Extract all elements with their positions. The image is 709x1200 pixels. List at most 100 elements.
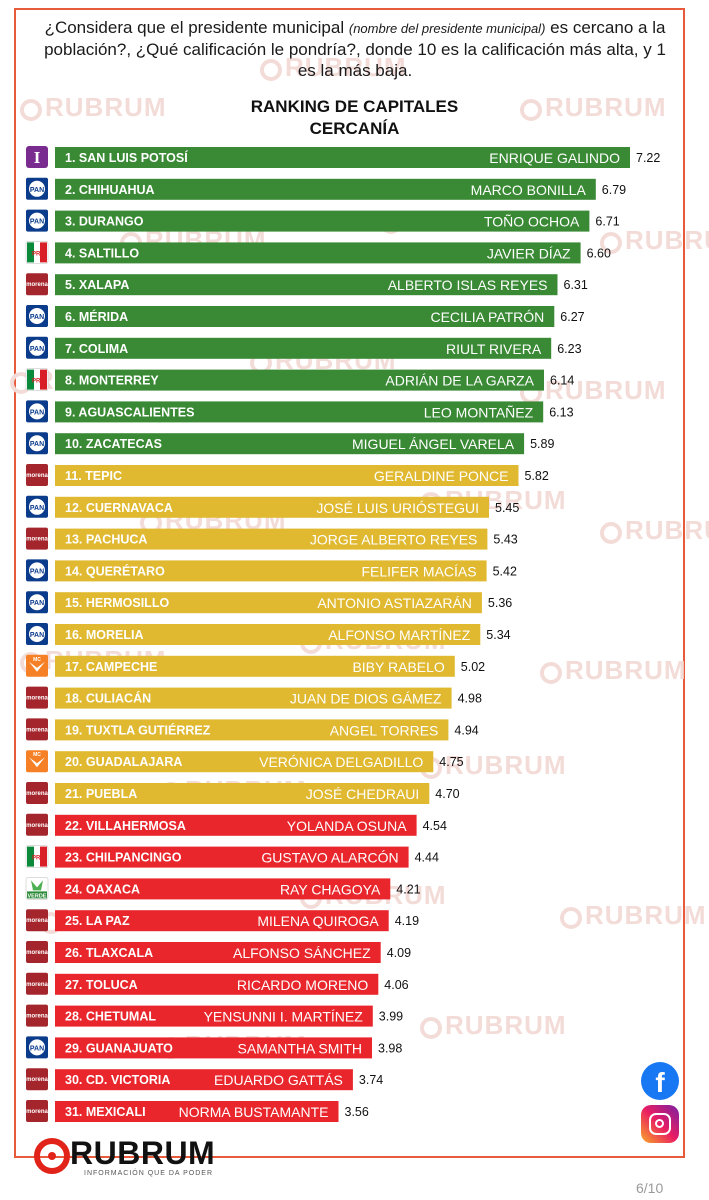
badge-eagle [29,661,45,672]
bar-value-label: 3.98 [378,1041,402,1055]
bar [55,1069,353,1091]
instagram-icon[interactable] [641,1105,679,1143]
badge-label: PRI [32,856,42,862]
bar [55,401,544,423]
watermark-ring [20,99,42,121]
party-badge-pan: PAN [26,336,48,359]
party-badge-morena: morena [26,1004,48,1027]
bar [55,242,581,264]
bar-rank-label: 30. CD. VICTORIA [65,1073,170,1087]
chart-row: PAN 16. MORELIA ALFONSO MARTÍNEZ 5.34 [26,623,511,645]
party-badge-pan: PAN [26,209,48,232]
badge-label: MC [33,657,41,663]
facebook-icon[interactable]: f [641,1062,679,1100]
bar-rank-label: 29. GUANAJUATO [65,1041,173,1055]
party-badge-pan: PAN [26,432,48,455]
bar [55,433,525,455]
party-badge-morena: morena [26,813,48,836]
bar [55,942,381,963]
bar-mayor-label: ADRIÁN DE LA GARZA [385,373,534,389]
bar-mayor-label: CECILIA PATRÓN [430,309,544,325]
chart-row: PAN 14. QUERÉTARO FELIFER MACÍAS 5.42 [26,559,517,582]
rubrum-logo-word: RUBRUM [70,1135,216,1171]
bar-mayor-label: GUSTAVO ALARCÓN [261,850,398,866]
bar-mayor-label: ANGEL TORRES [330,722,439,738]
question-part-3: es cercano a la población?, ¿Qué calific… [44,18,666,80]
bar-rank-label: 24. OAXACA [65,882,140,896]
badge-label: morena [26,982,48,988]
badge-label: PAN [30,441,44,448]
party-badge-pan: PAN [26,1036,48,1059]
bar-value-label: 5.02 [461,660,485,674]
badge-bg [26,1068,48,1091]
bar-value-label: 4.75 [439,755,463,769]
chart-row: VERDE 24. OAXACA RAY CHAGOYA 4.21 [25,877,421,900]
bar-mayor-label: JORGE ALBERTO REYES [310,532,478,548]
party-badge-morena: morena [26,941,48,963]
chart-row: I 1. SAN LUIS POTOSÍ ENRIQUE GALINDO 7.22 [26,146,660,168]
bar-value-label: 4.19 [395,914,419,928]
bar-rank-label: 15. HERMOSILLO [65,596,169,610]
bar-value-label: 4.44 [415,851,439,865]
chart-row: morena 21. PUEBLA JOSÉ CHEDRAUI 4.70 [26,782,460,804]
badge-bg [26,654,48,677]
party-badge-morena: morena [26,718,48,741]
bar [55,655,455,677]
bar-mayor-label: JOSÉ CHEDRAUI [306,786,420,802]
bar [55,465,519,486]
bar-mayor-label: RICARDO MORENO [237,977,369,993]
chart-row: morena 31. MEXICALI NORMA BUSTAMANTE 3.56 [26,1100,369,1122]
watermark: RUBRUM [420,1010,567,1041]
watermark-ring [520,99,542,121]
bar [55,369,544,391]
watermark-text: RUBRUM [625,225,709,255]
bar-value-label: 7.22 [636,151,660,165]
bar [55,624,481,645]
badge-ring [29,594,45,611]
bar [55,973,379,995]
party-badge-pri: PRI [25,368,49,391]
party-badge-pan: PAN [26,591,48,614]
chart-row: PAN 15. HERMOSILLO ANTONIO ASTIAZARÁN 5.36 [26,591,512,614]
watermark-text: RUBRUM [585,900,707,930]
question-part-2: (nombre del presidente municipal) [348,21,546,36]
badge-bg [26,750,48,773]
party-badge-pri: PRI [25,845,49,868]
bar-rank-label: 11. TEPIC [65,469,122,483]
party-badge-morena: morena [26,972,48,995]
bar-mayor-label: BIBY RABELO [352,659,444,675]
party-badge-morena: morena [26,464,48,486]
badge-eagle [29,757,45,768]
bar-mayor-label: GERALDINE PONCE [374,468,509,484]
badge-ring [29,212,45,229]
party-badge-pan: PAN [26,559,48,582]
chart-row: PAN 2. CHIHUAHUA MARCO BONILLA 6.79 [26,177,626,200]
party-badge-pan: PAN [26,305,48,327]
bar-value-label: 6.14 [550,374,574,388]
bar-rank-label: 19. TUXTLA GUTIÉRREZ [65,722,211,737]
watermark-ring [560,907,582,929]
bar-value-label: 5.36 [488,596,512,610]
bar-value-label: 5.34 [486,628,510,642]
bar-value-label: 4.09 [387,946,411,960]
badge-bg [26,972,48,995]
bar-value-label: 6.13 [549,405,573,419]
bar-mayor-label: YOLANDA OSUNA [287,818,407,834]
bar-rank-label: 12. CUERNAVACA [65,501,173,515]
bar-mayor-label: ANTONIO ASTIAZARÁN [317,595,472,611]
chart-title: RANKING DE CAPITALES [250,97,459,116]
chart-row: MC 17. CAMPECHE BIBY RABELO 5.02 [26,654,485,677]
bar-value-label: 5.43 [493,533,517,547]
badge-label: PAN [30,314,44,321]
badge-label: MC [33,752,41,758]
party-badge-morena: morena [26,686,48,709]
bar-value-label: 6.31 [564,278,588,292]
chart-row: MC 20. GUADALAJARA VERÓNICA DELGADILLO 4.75 [26,750,464,773]
watermark-text: RUBRUM [625,515,709,545]
badge-red [40,369,47,390]
bar [55,178,596,200]
bar-rank-label: 8. MONTERREY [65,374,159,388]
chart-row: morena 22. VILLAHERMOSA YOLANDA OSUNA 4.54 [26,813,447,836]
bar-mayor-label: NORMA BUSTAMANTE [179,1104,329,1120]
